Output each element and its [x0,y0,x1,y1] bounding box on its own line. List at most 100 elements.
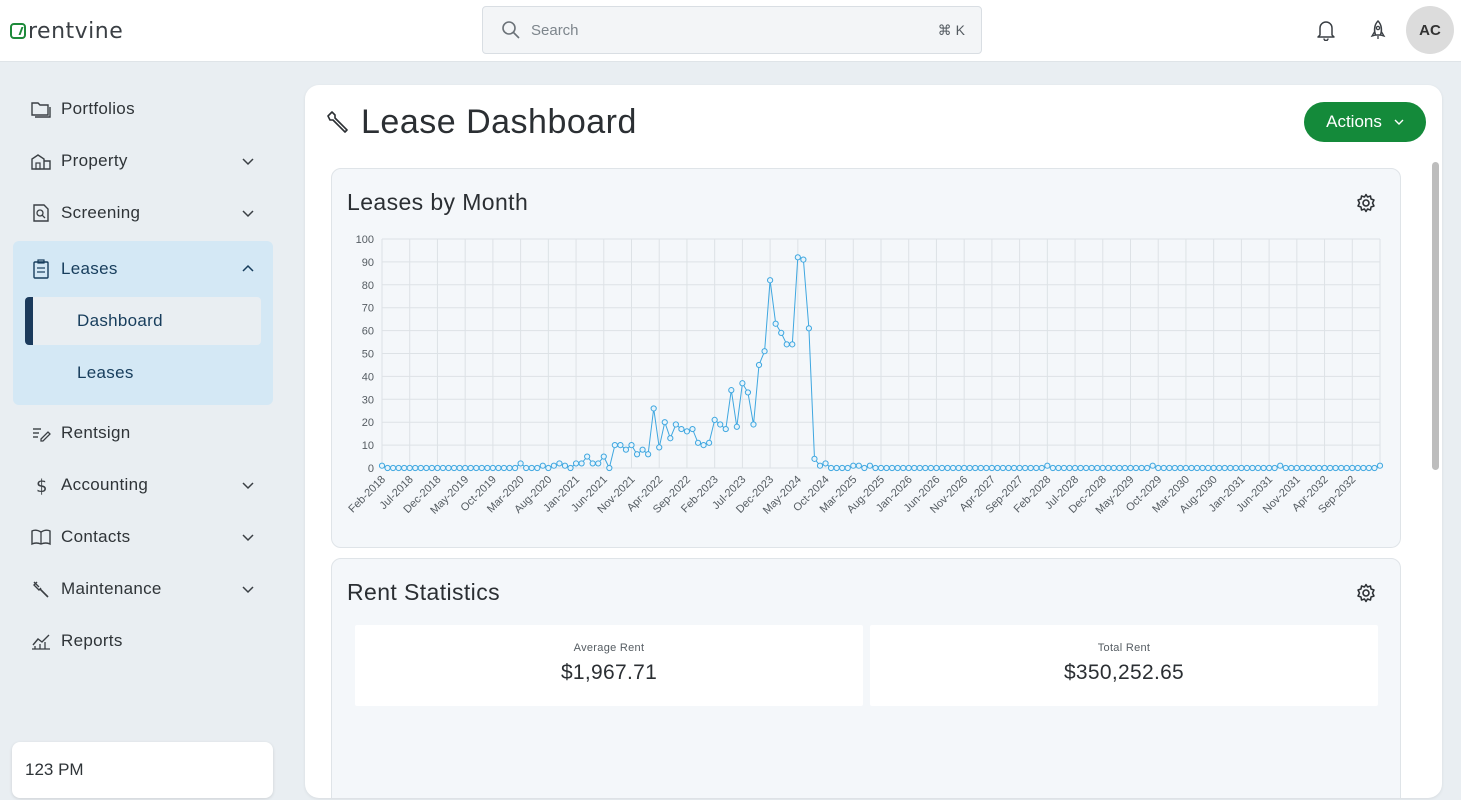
leases-by-month-panel: Leases by Month 0 10 20 30 40 50 60 70 80 90 100 Fe… [331,168,1401,548]
data-point [1038,464,1045,472]
data-point [1332,464,1339,472]
rentvine-logo[interactable]: rentvine [10,17,123,45]
search-bar[interactable]: Search ⌘ K [482,6,982,54]
data-point [778,329,785,336]
book-icon [31,529,51,546]
data-point [484,464,491,472]
avatar[interactable]: AC [1406,6,1454,54]
y-tick-label: 90 [362,257,374,269]
sidebar-subitem-dashboard[interactable]: Dashboard [25,297,261,345]
sidebar-item-label: Screening [61,203,141,222]
data-point [977,464,984,472]
data-point [1055,464,1062,472]
data-point [1027,464,1034,472]
data-point [866,462,874,469]
sidebar-subitem-leases[interactable]: Leases [25,349,261,397]
data-point [628,442,635,449]
data-point [872,464,879,472]
top-bar: rentvine Search ⌘ K AC [0,0,1461,62]
data-point [1321,464,1328,472]
actions-label: Actions [1326,112,1382,131]
data-point [1327,464,1334,472]
chevron-down-icon [1394,119,1404,125]
data-point [645,451,652,458]
data-point [916,464,923,472]
sidebar-item-accounting[interactable]: $ Accounting [14,461,272,509]
sidebar-item-leases[interactable]: Leases [14,245,272,293]
data-point [1182,464,1190,472]
buildings-icon [31,154,51,170]
data-point [617,442,624,449]
data-point [828,464,835,472]
chevron-up-icon [242,264,254,272]
svg-text:$: $ [36,476,47,495]
data-point [611,442,618,449]
data-point [656,444,663,451]
sidebar-item-property[interactable]: Property [14,137,272,185]
y-tick-label: 0 [368,463,374,475]
y-tick-label: 80 [362,280,374,292]
data-point [961,464,968,472]
data-point [500,464,508,472]
data-point [888,464,896,472]
gear-icon[interactable] [1356,583,1376,603]
data-point [1254,464,1262,472]
data-point [1205,464,1212,472]
sidebar-item-rentsign[interactable]: Rentsign [14,409,272,457]
data-point [733,423,740,430]
data-point [1266,464,1273,472]
data-point [816,462,824,469]
data-point [511,464,519,472]
data-point [678,425,685,433]
data-point [683,428,691,435]
sidebar-item-contacts[interactable]: Contacts [14,513,272,561]
data-point [384,464,391,472]
logo-mark-icon [10,23,26,39]
account-name: 123 PM [25,760,84,779]
sidebar-item-reports[interactable]: Reports [14,617,272,665]
data-point [1360,464,1367,472]
scrollbar-thumb[interactable] [1432,162,1439,470]
data-point [672,421,679,428]
data-point [473,464,480,472]
bell-icon[interactable] [1316,19,1336,41]
data-point [994,464,1001,472]
y-tick-label: 30 [362,394,374,406]
data-point [523,464,530,472]
data-point [822,460,829,467]
y-tick-label: 70 [362,303,374,315]
sidebar-item-portfolios[interactable]: Portfolios [14,85,272,133]
sidebar-item-maintenance[interactable]: Maintenance [14,565,272,613]
data-point [1249,464,1256,472]
gear-icon[interactable] [1356,193,1376,213]
sidebar-item-label: Maintenance [61,579,162,598]
screening-icon [33,204,49,222]
account-switcher[interactable]: 123 PM [12,742,273,798]
rocket-icon[interactable] [1368,19,1388,41]
data-point [1310,464,1317,472]
data-point [1277,462,1284,469]
actions-button[interactable]: Actions [1304,102,1426,142]
data-point [761,348,768,355]
total-rent-card: Total Rent $350,252.65 [870,625,1378,706]
sidebar-subitem-label: Dashboard [77,311,163,330]
data-point [1094,464,1101,472]
search-input[interactable]: Search [531,21,579,39]
sidebar-item-label: Accounting [61,475,149,494]
sidebar-item-screening[interactable]: Screening [14,189,272,237]
data-point [999,464,1007,472]
data-point [1105,464,1112,472]
data-point [489,464,496,472]
clipboard-icon [33,259,49,279]
data-point [1110,464,1117,472]
data-point [1299,464,1306,472]
data-point [478,464,485,472]
data-point [811,455,818,462]
data-point [922,464,929,472]
data-point [949,464,957,472]
data-point [1216,464,1223,472]
rent-statistics-panel: Rent Statistics Average Rent $1,967.71 T… [331,558,1401,798]
data-point [717,421,724,428]
y-tick-label: 10 [362,440,374,452]
data-point [1171,464,1178,472]
